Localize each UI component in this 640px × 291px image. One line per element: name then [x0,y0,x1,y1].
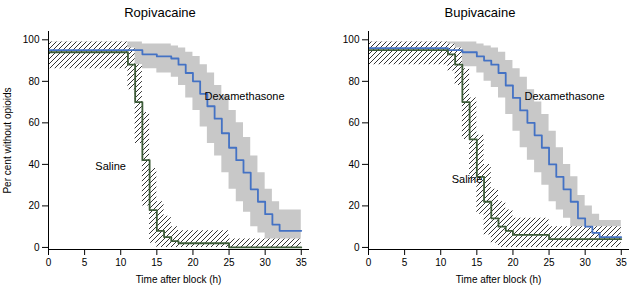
svg-text:10: 10 [435,257,447,268]
svg-text:80: 80 [348,76,360,87]
svg-text:40: 40 [348,159,360,170]
svg-text:20: 20 [28,200,40,211]
svg-text:40: 40 [28,159,40,170]
html-text:Bupivacaine: Bupivacaine [444,5,516,20]
svg-text:30: 30 [260,257,272,268]
html-text:Ropivacaine: Ropivacaine [124,5,196,20]
svg-text:35: 35 [296,257,308,268]
svg-text:35: 35 [616,257,628,268]
svg-text:Per cent without opioids: Per cent without opioids [2,87,13,193]
svg-text:60: 60 [348,117,360,128]
svg-text:15: 15 [471,257,483,268]
svg-text:25: 25 [543,257,555,268]
svg-text:5: 5 [82,257,88,268]
svg-text:Saline: Saline [452,173,483,185]
svg-text:Time after block (h): Time after block (h) [456,274,542,285]
svg-text:10: 10 [115,257,127,268]
svg-text:Saline: Saline [95,160,126,172]
svg-text:100: 100 [23,34,40,45]
svg-text:0: 0 [46,257,52,268]
svg-text:25: 25 [223,257,235,268]
svg-text:20: 20 [187,257,199,268]
svg-text:Dexamethasone: Dexamethasone [205,90,285,102]
svg-text:100: 100 [343,34,360,45]
svg-text:Time after block (h): Time after block (h) [136,274,222,285]
svg-text:30: 30 [580,257,592,268]
svg-text:80: 80 [28,76,40,87]
svg-text:5: 5 [402,257,408,268]
svg-text:Dexamethasone: Dexamethasone [525,90,605,102]
svg-text:0: 0 [34,242,40,253]
svg-text:0: 0 [366,257,372,268]
svg-text:15: 15 [151,257,163,268]
svg-text:20: 20 [348,200,360,211]
svg-text:0: 0 [354,242,360,253]
svg-text:60: 60 [28,117,40,128]
svg-text:20: 20 [507,257,519,268]
